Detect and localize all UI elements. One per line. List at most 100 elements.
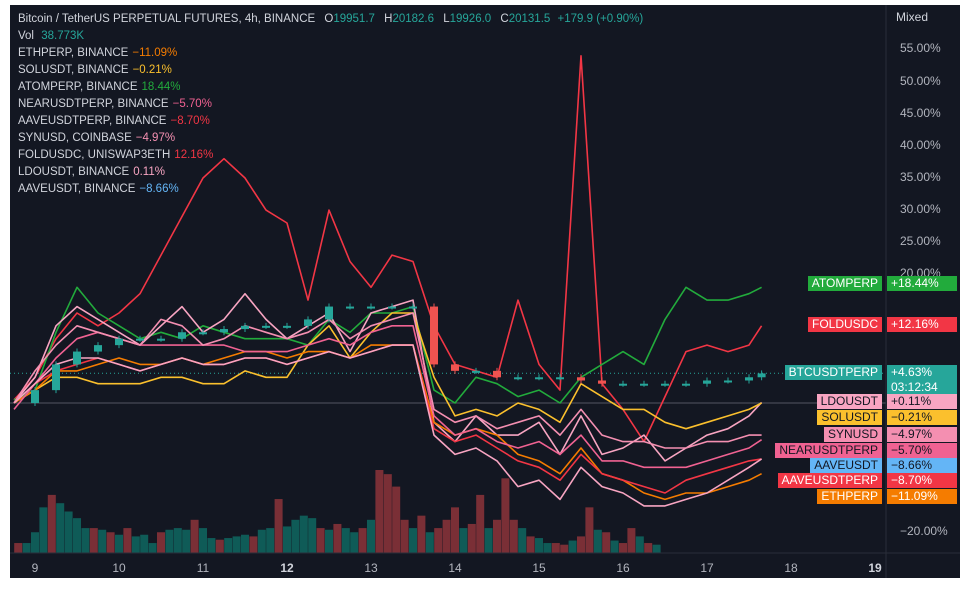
volume-bar	[316, 528, 325, 553]
legend-row[interactable]: AAVEUSDTPERP, BINANCE −8.70%	[18, 113, 643, 130]
volume-bar	[157, 532, 165, 553]
volume-bar	[367, 519, 375, 553]
price-tag-symbol: AAVEUSDTPERP	[777, 473, 882, 489]
volume-bar	[215, 539, 224, 553]
time-tick-label: 14	[448, 561, 462, 575]
volume-bar	[442, 519, 451, 553]
volume-bar	[341, 528, 350, 553]
legend-symbol: LDOUSDT, BINANCE	[18, 166, 130, 178]
volume-bar	[417, 515, 426, 553]
volume-bar	[577, 536, 585, 553]
legend-row[interactable]: NEARUSDTPERP, BINANCE −5.70%	[18, 96, 643, 113]
volume-bar	[493, 519, 501, 553]
volume-bar	[325, 529, 333, 553]
candle	[346, 306, 354, 309]
volume-bar	[199, 528, 207, 553]
volume-bar	[526, 536, 535, 553]
legend-row[interactable]: ETHPERP, BINANCE −11.09%	[18, 45, 643, 62]
volume-bar	[89, 528, 98, 553]
price-tag-symbol: SYNUSD	[823, 426, 882, 442]
volume-bar	[627, 528, 636, 553]
volume-bar	[400, 519, 409, 553]
price-tag-value: +4.63%	[887, 365, 957, 381]
legend-symbol: ETHPERP, BINANCE	[18, 47, 129, 59]
volume-bar	[131, 536, 140, 553]
volume-bar	[190, 519, 199, 553]
volume-bar	[283, 526, 291, 553]
open-value: 19951.7	[333, 13, 375, 25]
volume-bar	[39, 507, 48, 553]
price-tick-label: 25.00%	[900, 234, 941, 249]
volume-bar	[291, 519, 300, 553]
series-line-aaveusdt	[13, 344, 763, 507]
candle	[745, 377, 753, 381]
volume-bar	[560, 544, 569, 553]
legend-row[interactable]: AAVEUSDT, BINANCE −8.66%	[18, 181, 643, 198]
series-line-synusd	[13, 312, 762, 449]
candle	[31, 390, 39, 403]
volume-bar	[232, 536, 241, 553]
time-tick-label: 9	[31, 561, 39, 575]
candle	[451, 364, 459, 371]
legend-row[interactable]: LDOUSDT, BINANCE 0.11%	[18, 164, 643, 181]
candle	[430, 306, 438, 365]
candle	[757, 373, 766, 378]
candle	[598, 380, 606, 384]
candle	[178, 332, 186, 339]
candle	[199, 332, 207, 335]
legend-change: 18.44%	[141, 81, 181, 93]
chart-canvas[interactable]	[10, 5, 960, 578]
price-tick-label: 40.00%	[900, 137, 941, 152]
price-tag-value: −8.70%	[887, 473, 957, 489]
price-tag-value: −0.21%	[887, 409, 957, 425]
volume-bar	[602, 532, 611, 553]
volume-bar	[299, 515, 308, 553]
volume-bar	[173, 528, 182, 553]
volume-bar	[484, 528, 493, 553]
volume-bar	[350, 532, 359, 553]
candle	[283, 325, 291, 328]
volume-bar	[165, 529, 174, 553]
volume-bar	[241, 534, 249, 553]
legend-symbol: SOLUSDT, BINANCE	[18, 64, 129, 76]
volume-bar	[22, 543, 31, 553]
volume-bar	[543, 543, 552, 553]
price-tag-value: −11.09%	[887, 488, 957, 504]
legend-symbol: AAVEUSDT, BINANCE	[18, 183, 136, 195]
symbol-title: Bitcoin / TetherUS PERPETUAL FUTURES, 4h…	[18, 13, 316, 25]
volume-bar	[425, 532, 434, 553]
price-tag-value: +12.16%	[887, 316, 957, 332]
chart-frame: Bitcoin / TetherUS PERPETUAL FUTURES, 4h…	[10, 5, 960, 578]
symbol-header: Bitcoin / TetherUS PERPETUAL FUTURES, 4h…	[18, 13, 644, 25]
legend-row[interactable]: SYNUSD, COINBASE −4.97%	[18, 130, 643, 147]
price-tag-symbol: SOLUSDT	[817, 409, 882, 425]
volume-bar	[551, 543, 560, 553]
price-tick-label: 45.00%	[900, 105, 941, 120]
scale-mode-label[interactable]: Mixed	[896, 10, 929, 24]
volume-bar	[64, 511, 73, 553]
legend-row[interactable]: ATOMPERP, BINANCE 18.44%	[18, 79, 643, 96]
legend-row[interactable]: FOLDUSDC, UNISWAP3ETH 12.16%	[18, 147, 643, 164]
time-tick-label: 11	[196, 561, 210, 575]
price-tick-label: 30.00%	[900, 202, 941, 217]
legend-change: −4.97%	[135, 132, 176, 144]
legend-change: −5.70%	[172, 98, 212, 110]
volume-bar	[619, 543, 627, 553]
candle	[94, 345, 102, 352]
volume-bar	[249, 536, 258, 553]
legend-row[interactable]: SOLUSDT, BINANCE −0.21%	[18, 62, 643, 79]
volume-bar	[115, 534, 123, 553]
time-tick-label: 10	[112, 561, 126, 575]
volume-bar	[73, 518, 81, 553]
volume-bar	[375, 470, 384, 553]
volume-bar	[409, 528, 417, 553]
volume-bar	[392, 486, 401, 553]
time-tick-label: 12	[280, 561, 294, 575]
price-tag-symbol: LDOUSDT	[816, 394, 882, 410]
price-tag-symbol: FOLDUSDC	[807, 316, 882, 332]
price-tick-label: 50.00%	[900, 73, 941, 88]
candle	[157, 338, 165, 341]
legend-change: 0.11%	[133, 166, 165, 178]
candle	[241, 325, 249, 330]
price-tag-value: +18.44%	[887, 276, 957, 292]
